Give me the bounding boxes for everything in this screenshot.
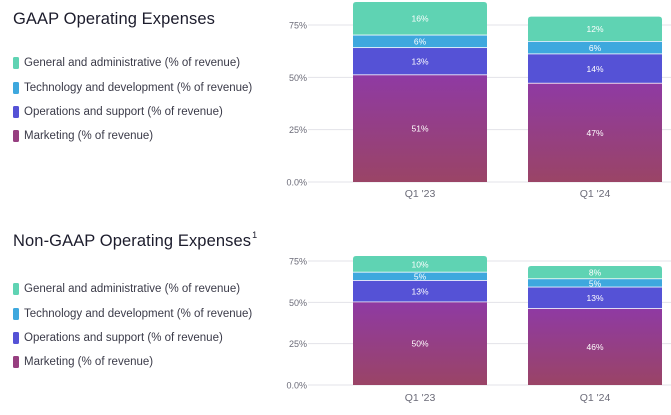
y-tick-label: 75%	[289, 21, 307, 31]
y-tick-label: 25%	[289, 339, 307, 349]
legend-item-operations-support: Operations and support (% of revenue)	[13, 100, 252, 124]
bar-segment	[528, 83, 662, 182]
bar-segment	[528, 279, 662, 287]
legend-swatch	[13, 307, 19, 320]
bar-segment	[353, 256, 487, 272]
bar-stack: 47% 14% 6% 12%	[528, 16, 662, 182]
legend-swatch	[13, 81, 19, 94]
legend-label: General and administrative (% of revenue…	[24, 57, 241, 70]
data-label: 5%	[414, 272, 427, 282]
non-gaap-chart: 0.0%25%50%75%50%13%5%10%Q1 '2346%13%5%8%…	[286, 256, 671, 404]
data-label: 6%	[414, 37, 427, 47]
bar-segment	[528, 287, 662, 309]
legend-label: General and administrative (% of revenue…	[24, 283, 241, 296]
y-tick-label: 50%	[289, 73, 307, 83]
bar-segment	[528, 54, 662, 83]
data-label: 5%	[589, 278, 602, 288]
data-label: 6%	[589, 43, 602, 53]
bar-stack: 51% 13% 6% 16%	[353, 1, 487, 182]
bar-stack: 50% 13% 5% 10%	[353, 256, 487, 385]
bar-segment	[528, 16, 662, 41]
data-label: 13%	[586, 293, 603, 303]
bar-segment	[353, 272, 487, 281]
bar-segment	[353, 302, 487, 385]
x-tick-label: Q1 '23	[405, 188, 436, 200]
bar-stack: 46% 13% 5%8%	[528, 265, 662, 385]
y-tick-label: 75%	[289, 257, 307, 267]
gaap-section: GAAP Operating Expenses General and admi…	[0, 0, 671, 205]
data-label: 13%	[411, 287, 428, 297]
bar-segment	[353, 280, 487, 302]
legend-item-general-admin: General and administrative (% of revenue…	[13, 51, 252, 75]
data-label: 8%	[589, 268, 602, 278]
bar-segment	[353, 48, 487, 75]
data-label: 50%	[411, 339, 428, 349]
non-gaap-section: Non-GAAP Operating Expenses1 General and…	[0, 205, 671, 415]
legend-swatch	[13, 57, 19, 70]
y-tick-label: 50%	[289, 298, 307, 308]
gaap-chart: 0.0% 25% 50% 75% 51% 13% 6% 16% Q1 '23 47% 14% 6% 12…	[286, 1, 671, 200]
non-gaap-legend: General and administrative (% of revenue…	[13, 277, 252, 375]
data-label: 16%	[411, 14, 428, 24]
y-tick-label: 0.0%	[286, 381, 307, 391]
legend-label: Technology and development (% of revenue…	[24, 307, 253, 320]
gaap-title-text: GAAP Operating Expenses	[13, 10, 215, 28]
gaap-title: GAAP Operating Expenses	[13, 10, 215, 29]
footnote-marker: 1	[252, 230, 258, 240]
data-label: 47%	[586, 128, 603, 138]
bar-segment	[353, 75, 487, 182]
legend-label: Technology and development (% of revenue…	[24, 81, 253, 94]
bar-segment	[353, 1, 487, 35]
data-label: 46%	[586, 342, 603, 352]
legend-item-technology-development: Technology and development (% of revenue…	[13, 75, 252, 99]
gaap-legend: General and administrative (% of revenue…	[13, 51, 252, 149]
data-label: 10%	[411, 259, 428, 269]
legend-item-operations-support: Operations and support (% of revenue)	[13, 326, 252, 350]
non-gaap-title: Non-GAAP Operating Expenses1	[13, 230, 258, 251]
legend-swatch	[13, 130, 19, 143]
data-label: 12%	[586, 24, 603, 34]
x-tick-label: Q1 '23	[405, 392, 436, 404]
legend-label: Operations and support (% of revenue)	[24, 331, 223, 344]
bar-segment	[353, 35, 487, 48]
legend-item-technology-development: Technology and development (% of revenue…	[13, 301, 252, 325]
x-tick-label: Q1 '24	[580, 392, 611, 404]
legend-swatch	[13, 331, 19, 344]
legend-item-general-admin: General and administrative (% of revenue…	[13, 277, 252, 301]
bar-segment	[528, 265, 662, 279]
legend-item-marketing: Marketing (% of revenue)	[13, 350, 252, 374]
data-label: 14%	[586, 64, 603, 74]
x-tick-label: Q1 '24	[580, 188, 611, 200]
bar-segment	[528, 41, 662, 54]
legend-label: Marketing (% of revenue)	[24, 130, 154, 143]
y-tick-label: 25%	[289, 125, 307, 135]
data-label: 13%	[411, 57, 428, 67]
data-label: 51%	[411, 124, 428, 134]
legend-label: Operations and support (% of revenue)	[24, 105, 223, 118]
legend-item-marketing: Marketing (% of revenue)	[13, 124, 252, 148]
legend-swatch	[13, 356, 19, 369]
legend-swatch	[13, 105, 19, 118]
non-gaap-title-text: Non-GAAP Operating Expenses	[13, 232, 252, 250]
bar-segment	[528, 308, 662, 385]
legend-swatch	[13, 283, 19, 296]
legend-label: Marketing (% of revenue)	[24, 356, 154, 369]
y-tick-label: 0.0%	[286, 178, 307, 188]
